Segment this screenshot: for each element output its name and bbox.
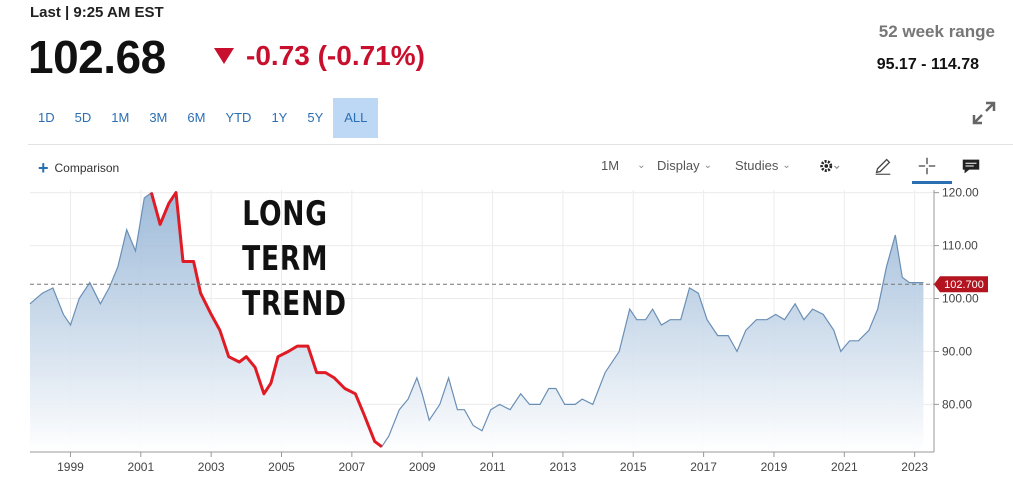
range-button-1y[interactable]: 1Y — [271, 110, 288, 125]
last-price: 102.68 — [28, 31, 166, 83]
x-tick-label: 2013 — [550, 460, 577, 474]
expand-icon[interactable] — [971, 100, 997, 126]
quote-status-label: Last | 9:25 AM EST — [30, 4, 164, 21]
last-value-badge — [934, 276, 988, 293]
x-tick-label: 2017 — [690, 460, 717, 474]
range-button-1m[interactable]: 1M — [111, 110, 130, 125]
comment-icon[interactable] — [960, 154, 982, 178]
x-tick-label: 2019 — [761, 460, 788, 474]
x-tick-label: 2023 — [901, 460, 928, 474]
chart-annotation: LONG TERM TREND — [242, 192, 347, 327]
chevron-down-icon: ⌄ — [703, 160, 713, 171]
plus-icon: + — [38, 158, 49, 178]
studies-dropdown[interactable]: Studies ⌄ — [735, 158, 791, 173]
x-tick-label: 2009 — [409, 460, 436, 474]
comparison-label: Comparison — [54, 161, 120, 175]
last-value-label: 102.700 — [944, 279, 984, 291]
x-tick-label: 2003 — [198, 460, 225, 474]
y-tick-label: 90.00 — [942, 344, 972, 358]
y-tick-label: 110.00 — [942, 239, 978, 253]
toolbar-divider — [28, 144, 1013, 145]
annotation-line: TREND — [242, 284, 347, 324]
x-tick-label: 2015 — [620, 460, 647, 474]
down-arrow-icon — [214, 48, 234, 64]
annotation-line: LONG — [242, 194, 328, 234]
studies-label: Studies — [735, 158, 779, 173]
range-button-all[interactable]: ALL — [333, 98, 379, 138]
chevron-down-icon: ⌄ — [637, 160, 646, 171]
range-button-ytd[interactable]: YTD — [225, 110, 252, 125]
x-tick-label: 2007 — [339, 460, 366, 474]
x-tick-label: 2011 — [480, 460, 506, 474]
range-button-5y[interactable]: 5Y — [307, 110, 324, 125]
time-range-selector: 1D 5D 1M 3M 6M YTD 1Y 5Y ALL — [28, 98, 379, 138]
x-tick-label: 2001 — [127, 460, 154, 474]
pencil-icon[interactable] — [872, 154, 894, 178]
x-tick-label: 2005 — [268, 460, 295, 474]
interval-dropdown[interactable]: 1M ⌄ — [601, 158, 645, 173]
annotation-line: TERM — [242, 239, 329, 279]
range-button-1d[interactable]: 1D — [38, 110, 55, 125]
price-change: -0.73 (-0.71%) — [214, 40, 425, 72]
y-tick-label: 80.00 — [942, 397, 972, 411]
area-fill — [30, 192, 924, 452]
chevron-down-icon: ⌄ — [782, 160, 791, 171]
x-tick-label: 2021 — [831, 460, 858, 474]
y-tick-label: 120.00 — [942, 186, 979, 200]
price-change-value: -0.73 (-0.71%) — [246, 40, 425, 71]
52-week-range-value: 95.17 - 114.78 — [876, 56, 979, 73]
display-label: Display — [657, 158, 700, 173]
interval-label: 1M — [601, 158, 620, 173]
display-dropdown[interactable]: Display ⌄ — [657, 158, 712, 173]
y-tick-label: 100.00 — [942, 292, 979, 306]
trend-line-highlight — [149, 191, 383, 448]
range-button-5d[interactable]: 5D — [74, 110, 92, 125]
x-tick-label: 1999 — [57, 460, 84, 474]
range-button-6m[interactable]: 6M — [187, 110, 206, 125]
range-button-3m[interactable]: 3M — [149, 110, 168, 125]
gear-icon[interactable] — [818, 154, 840, 178]
active-tool-indicator — [912, 181, 952, 184]
52-week-range-label: 52 week range — [878, 22, 995, 41]
comparison-button[interactable]: + Comparison — [38, 158, 120, 178]
crosshair-icon[interactable] — [916, 154, 938, 178]
